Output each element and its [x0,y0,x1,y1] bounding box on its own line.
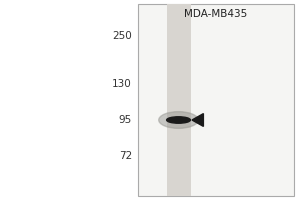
Polygon shape [192,114,203,126]
Text: 95: 95 [119,115,132,125]
Text: MDA-MB435: MDA-MB435 [184,9,248,19]
Bar [167,4,191,196]
Ellipse shape [159,112,198,128]
Text: 72: 72 [119,151,132,161]
Ellipse shape [167,117,191,123]
Text: 130: 130 [112,79,132,89]
Text: 250: 250 [112,31,132,41]
Bar [138,4,294,196]
